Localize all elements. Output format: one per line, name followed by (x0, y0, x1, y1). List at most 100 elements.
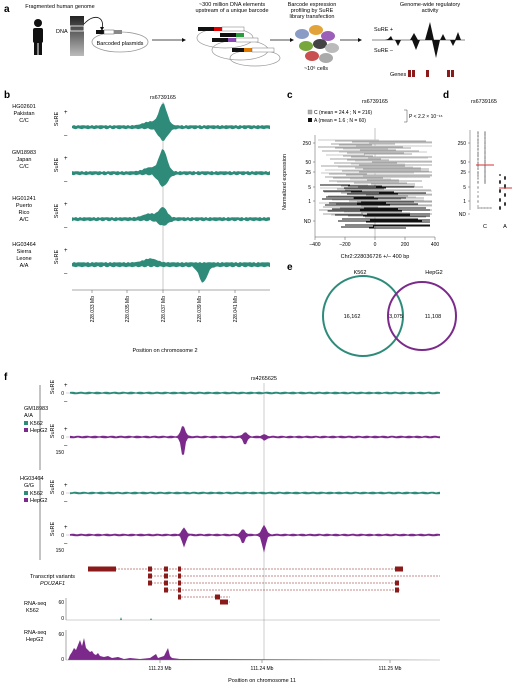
point-c (477, 162, 479, 164)
point-a (499, 174, 501, 176)
f-sure-track: SuRE + –0 (50, 379, 440, 405)
point-c (477, 174, 479, 177)
point-c (487, 207, 489, 209)
venn-k562-circle (322, 275, 404, 357)
track-sample-label: C/C (19, 164, 29, 170)
dna-label: DNA (56, 29, 68, 35)
f-track-minus: – (64, 541, 68, 547)
track-sample-label: Sierra (17, 249, 33, 255)
point-c (477, 171, 479, 173)
track-sample-label: Puerto (16, 203, 32, 209)
rna2-signal (68, 638, 440, 660)
genome-label: Fragmented human genome (25, 4, 94, 10)
point-c (477, 180, 479, 183)
f-plus-signal (70, 524, 440, 535)
f-legend1-hepg2: HepG2 (30, 428, 47, 434)
person-icon (33, 19, 43, 55)
venn-right-only: 11,108 (425, 314, 441, 320)
legend-a-swatch (308, 118, 312, 122)
f-sure-track: SuRE + –0 (50, 521, 440, 553)
f-track-ylabel: SuRE (50, 479, 56, 494)
venn-overlap: 3,075 (389, 314, 403, 320)
f-minus-signal (70, 437, 440, 455)
point-c (484, 145, 486, 148)
point-c (484, 149, 486, 152)
point-c (484, 166, 486, 169)
point-c (477, 205, 479, 207)
point-c (484, 142, 486, 145)
venn-left-only: 16,162 (344, 314, 361, 320)
elements-label: ~300 million DNA elements upstream of a u… (195, 2, 268, 14)
point-c (484, 159, 486, 161)
panel-b-xtick: 228.039 Mb (197, 296, 203, 323)
panel-b-xtick: 228.033 Mb (90, 296, 96, 323)
legend-a: A (mean = 1.6 ; N = 60) (314, 118, 366, 124)
track-plus: + (64, 202, 68, 208)
track-sample-label: A/A (20, 263, 29, 269)
point-c (484, 157, 486, 159)
rna2-ytick-top: 60 (58, 632, 64, 638)
f-legend1-k562-swatch (24, 421, 28, 425)
transcript-exon (178, 587, 181, 593)
f-track-plus: + (64, 525, 68, 531)
f-track-ytick-150: 150 (56, 548, 65, 554)
pvalue: P < 2.2 × 10⁻¹⁶ (409, 114, 443, 120)
point-c (484, 136, 486, 138)
panel-f-xtick: 111.25 Mb (379, 666, 402, 672)
track-sample-label: Pakistan (13, 111, 34, 117)
track-sample-label: Japan (17, 157, 32, 163)
f-sample1-geno: A/A (24, 413, 33, 419)
f-track-ytick-150: 150 (56, 450, 65, 456)
point-a (504, 202, 506, 204)
point-c (484, 178, 486, 181)
track-minus: – (64, 271, 68, 277)
f-track-ytick: 0 (61, 435, 64, 441)
cells-label: ~10⁶ cells (304, 65, 328, 72)
point-c (484, 152, 486, 154)
track-sample-label: HG03464 (12, 242, 36, 248)
sure-minus-signal (395, 40, 456, 58)
transcript-label: Transcript variants (30, 574, 75, 580)
track-plus: + (64, 110, 68, 116)
f-track-ylabel: SuRE (50, 521, 56, 536)
transcript-exon (395, 566, 403, 572)
panel-d-xtick-a: A (503, 224, 507, 230)
f-track-ytick: 0 (61, 391, 64, 397)
point-a (504, 193, 506, 195)
point-c (484, 165, 486, 168)
panel-c-ytick: 25 (305, 170, 311, 176)
point-c (484, 173, 486, 176)
track-minus: – (64, 179, 68, 185)
point-c (477, 134, 479, 136)
panel-b-xtick: 228.041 Mb (233, 296, 239, 323)
point-a (499, 198, 501, 200)
track-minus: – (64, 133, 68, 139)
panel-b-letter: b (4, 90, 10, 101)
f-track-ylabel: SuRE (50, 423, 56, 438)
track-minus-signal (72, 173, 270, 187)
track-sample-label: HG02601 (12, 104, 36, 110)
point-c (484, 150, 486, 153)
track-plus-signal (72, 103, 270, 127)
panel-c-ytick: 5 (308, 185, 311, 191)
rna2-cell: HepG2 (26, 637, 43, 643)
transcript-exon (178, 566, 181, 572)
track-ylabel: SuRE (54, 111, 60, 126)
plasmid-label: Barcoded plasmids (97, 41, 144, 47)
rna1-ytick-top: 60 (58, 600, 64, 606)
panel-c-ytick: 50 (305, 160, 311, 166)
point-c (484, 170, 486, 173)
panel-f: f rs4265625 GM18983 A/A K562 HepG2 HG034… (4, 372, 440, 684)
panel-c-xtick: –400 (309, 242, 320, 248)
panel-d-ytick: 50 (460, 160, 466, 166)
panel-a-letter: a (4, 4, 10, 15)
sure-minus-label: SuRE – (374, 48, 394, 54)
panel-c-xtick: 400 (431, 242, 440, 248)
rna1-label: RNA-seq (24, 601, 46, 607)
track-plus-signal (72, 207, 270, 219)
transcript-exon (148, 580, 152, 586)
point-c (477, 154, 479, 157)
